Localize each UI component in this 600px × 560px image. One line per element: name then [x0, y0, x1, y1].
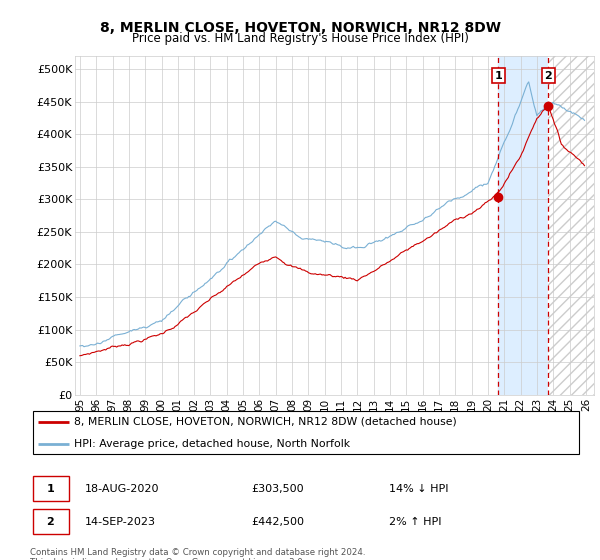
- Text: Contains HM Land Registry data © Crown copyright and database right 2024.
This d: Contains HM Land Registry data © Crown c…: [30, 548, 365, 560]
- Text: HPI: Average price, detached house, North Norfolk: HPI: Average price, detached house, Nort…: [74, 438, 350, 449]
- Bar: [548, 56, 594, 395]
- FancyBboxPatch shape: [33, 476, 68, 501]
- Text: 1: 1: [47, 484, 54, 493]
- Text: Price paid vs. HM Land Registry's House Price Index (HPI): Price paid vs. HM Land Registry's House …: [131, 32, 469, 45]
- FancyBboxPatch shape: [33, 510, 68, 534]
- Text: 14% ↓ HPI: 14% ↓ HPI: [389, 484, 448, 493]
- Text: 8, MERLIN CLOSE, HOVETON, NORWICH, NR12 8DW (detached house): 8, MERLIN CLOSE, HOVETON, NORWICH, NR12 …: [74, 417, 457, 427]
- Text: £442,500: £442,500: [251, 517, 304, 526]
- Bar: [548, 56, 594, 395]
- Text: 2: 2: [47, 517, 54, 526]
- Text: 2% ↑ HPI: 2% ↑ HPI: [389, 517, 442, 526]
- Text: 18-AUG-2020: 18-AUG-2020: [85, 484, 160, 493]
- Text: 8, MERLIN CLOSE, HOVETON, NORWICH, NR12 8DW: 8, MERLIN CLOSE, HOVETON, NORWICH, NR12 …: [100, 21, 500, 35]
- Text: 1: 1: [494, 71, 502, 81]
- Text: 2: 2: [545, 71, 553, 81]
- Bar: [498, 56, 548, 395]
- FancyBboxPatch shape: [33, 411, 579, 454]
- Text: £303,500: £303,500: [251, 484, 304, 493]
- Text: 14-SEP-2023: 14-SEP-2023: [85, 517, 156, 526]
